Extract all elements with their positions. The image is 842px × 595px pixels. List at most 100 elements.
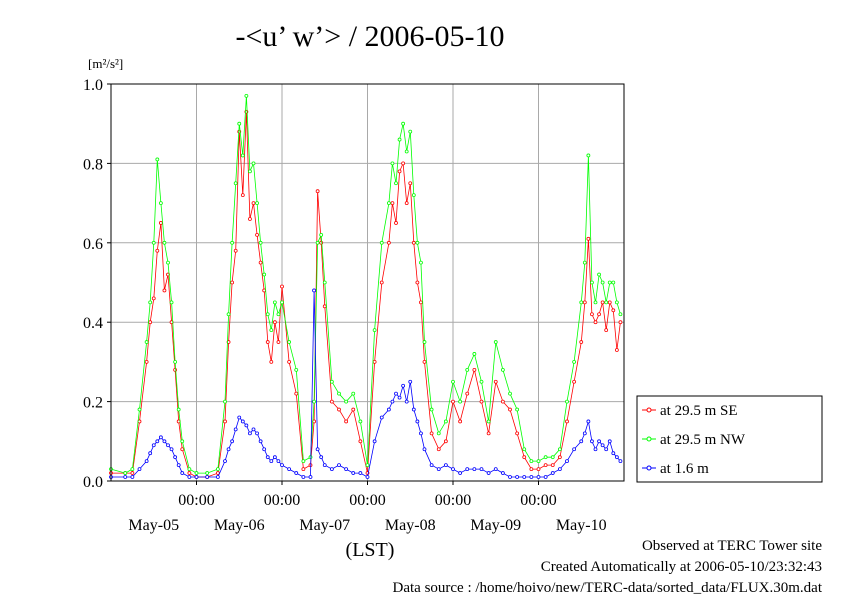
data-point	[600, 443, 605, 448]
data-point	[593, 300, 598, 305]
data-point	[322, 304, 327, 309]
data-point	[240, 193, 245, 198]
data-point	[411, 240, 416, 245]
data-point	[543, 475, 548, 479]
data-point	[607, 439, 612, 444]
series-line	[111, 111, 621, 478]
chart-title: -<u’ w’> / 2006-05-10	[235, 20, 504, 53]
data-point	[386, 407, 391, 412]
data-point	[358, 471, 363, 475]
data-point	[443, 439, 448, 444]
data-point	[508, 407, 512, 412]
y-tick-label: 0.4	[83, 315, 103, 332]
data-point	[443, 463, 448, 468]
x-tick-time-label: 00:00	[520, 492, 556, 509]
data-point	[265, 455, 270, 460]
data-point	[600, 300, 605, 305]
data-point	[458, 471, 463, 475]
data-point	[401, 161, 406, 166]
data-point	[130, 475, 135, 479]
data-point	[276, 340, 281, 344]
data-point	[230, 439, 235, 444]
data-point	[294, 471, 299, 475]
data-point	[248, 169, 252, 174]
data-point	[312, 399, 316, 404]
data-point	[315, 189, 320, 194]
data-point	[166, 443, 170, 448]
footer-created: Created Automatically at 2006-05-10/23:3…	[541, 559, 822, 575]
data-point	[593, 320, 598, 325]
data-point	[223, 419, 227, 424]
series	[109, 94, 623, 475]
data-point	[358, 419, 363, 424]
x-tick-date-label: May-09	[470, 517, 521, 534]
x-tick-date-label: May-07	[299, 517, 350, 534]
data-point	[372, 439, 377, 444]
data-point	[240, 153, 245, 158]
data-point	[351, 391, 356, 396]
data-point	[582, 431, 587, 436]
data-point	[586, 236, 591, 241]
data-point	[572, 379, 577, 384]
data-point	[579, 340, 584, 344]
data-point	[269, 328, 274, 333]
data-point	[248, 217, 252, 221]
data-point	[472, 352, 477, 356]
data-point	[536, 467, 541, 471]
data-point	[379, 415, 384, 420]
data-point	[415, 240, 420, 245]
grid	[111, 84, 624, 481]
data-point	[255, 431, 259, 436]
x-tick-date-label: May-08	[385, 517, 436, 534]
y-tick-label: 0.8	[83, 156, 103, 173]
data-point	[408, 129, 413, 134]
y-tick-label: 0.6	[83, 236, 103, 253]
data-point	[611, 308, 616, 313]
data-point	[557, 455, 562, 460]
data-point	[614, 348, 619, 352]
data-point	[262, 447, 267, 452]
data-point	[315, 240, 320, 245]
data-point	[590, 280, 594, 285]
data-point	[411, 193, 416, 198]
axes: 0.0 0.2 0.4 0.6 0.8 1.0 00:00 00:00 00:00 00:00 00…	[83, 77, 607, 534]
data-point	[394, 221, 398, 225]
data-point	[401, 121, 406, 126]
data-point	[422, 359, 427, 364]
data-point	[187, 471, 192, 475]
data-point	[130, 471, 135, 475]
data-point	[536, 459, 541, 464]
data-point	[230, 280, 235, 285]
x-tick-time-label: 00:00	[435, 492, 471, 509]
data-point	[123, 475, 128, 479]
data-point	[294, 391, 299, 396]
data-point	[301, 475, 306, 479]
data-point	[586, 153, 591, 158]
data-point	[607, 300, 612, 305]
data-point	[597, 312, 601, 317]
data-point	[386, 240, 391, 245]
data-point	[123, 471, 128, 475]
data-point	[244, 94, 249, 98]
legend-box	[636, 395, 823, 483]
data-point	[479, 467, 484, 471]
y-tick-label: 0.0	[83, 474, 103, 491]
data-point	[180, 447, 185, 452]
data-point	[194, 471, 199, 475]
data-point	[408, 181, 413, 186]
data-point	[169, 300, 174, 305]
data-point	[144, 459, 149, 464]
data-point	[358, 439, 363, 444]
data-point	[262, 272, 267, 277]
data-point	[522, 475, 527, 479]
data-point	[301, 467, 306, 471]
data-point	[255, 201, 259, 206]
data-point	[386, 201, 391, 206]
data-point	[230, 240, 235, 245]
data-point	[429, 407, 434, 412]
data-point	[148, 300, 153, 305]
data-point	[322, 280, 327, 285]
data-point	[315, 447, 320, 452]
legend-swatch-marker	[646, 407, 652, 413]
data-point	[344, 399, 349, 404]
